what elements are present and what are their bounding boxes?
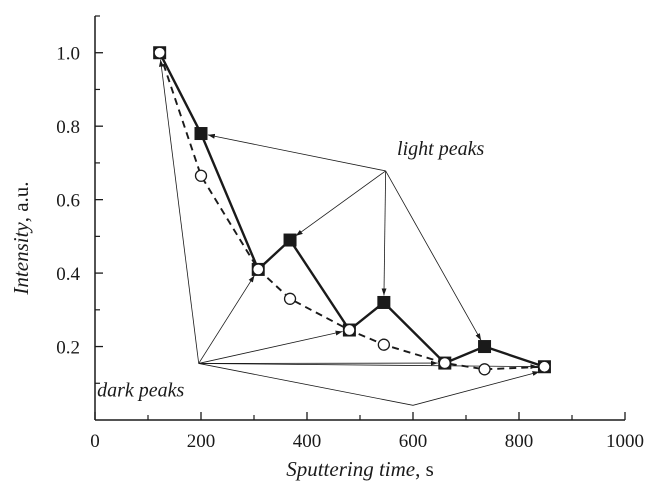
x-axis-title-main: Sputtering time xyxy=(286,457,415,481)
y-tick-label: 0.8 xyxy=(56,117,80,138)
annotation-light-peaks: light peaks xyxy=(397,138,484,160)
data-point-circle xyxy=(538,360,551,373)
x-tick-label: 0 xyxy=(90,431,100,452)
axis-ticks: 0 200 400 600 800 1000 0.2 0.4 0.6 0.8 1.0 xyxy=(56,15,644,452)
series-lines xyxy=(158,52,545,371)
y-tick-label: 0.6 xyxy=(56,191,80,212)
data-point-circle xyxy=(478,363,491,376)
data-point-circle xyxy=(153,46,166,59)
annotation-arrow xyxy=(207,133,386,172)
series-markers xyxy=(153,46,551,376)
annotation-arrow xyxy=(198,363,540,406)
data-point-circle xyxy=(283,292,297,305)
x-tick-label: 1000 xyxy=(606,431,644,452)
x-tick-label: 800 xyxy=(505,431,534,452)
series-line-solid xyxy=(158,52,545,368)
x-tick-label: 200 xyxy=(187,431,216,452)
y-tick-label: 0.4 xyxy=(56,264,80,285)
data-point-circle xyxy=(438,356,451,370)
axes xyxy=(94,16,625,421)
data-point-square xyxy=(283,233,297,247)
data-point-square xyxy=(478,340,492,354)
y-axis-title: Intensity, a.u. xyxy=(9,181,33,295)
annotation-arrow xyxy=(158,59,200,364)
y-axis-title-unit: , a.u. xyxy=(9,181,33,222)
annotation-arrow xyxy=(198,275,255,364)
annotation-arrows xyxy=(158,59,540,406)
annotation-dark-peaks: dark peaks xyxy=(97,379,184,401)
series-line-dashed xyxy=(158,52,545,371)
data-point-circle xyxy=(377,338,391,351)
annotation-arrow xyxy=(295,170,386,237)
x-axis-title-unit: , s xyxy=(415,457,434,481)
annotation-arrow xyxy=(385,170,482,341)
y-tick-label: 0.2 xyxy=(56,338,80,359)
x-axis-title: Sputtering time, s xyxy=(286,457,434,481)
x-tick-label: 600 xyxy=(399,431,428,452)
annotation-arrow xyxy=(381,170,387,296)
data-point-circle xyxy=(252,263,265,276)
data-point-square xyxy=(194,127,208,141)
y-axis-title-main: Intensity xyxy=(9,222,33,296)
y-tick-label: 1.0 xyxy=(56,44,80,65)
data-point-circle xyxy=(343,323,356,337)
annotation-arrow xyxy=(198,330,343,364)
x-tick-label: 400 xyxy=(293,431,322,452)
data-point-circle xyxy=(194,169,208,182)
data-point-square xyxy=(377,295,391,309)
